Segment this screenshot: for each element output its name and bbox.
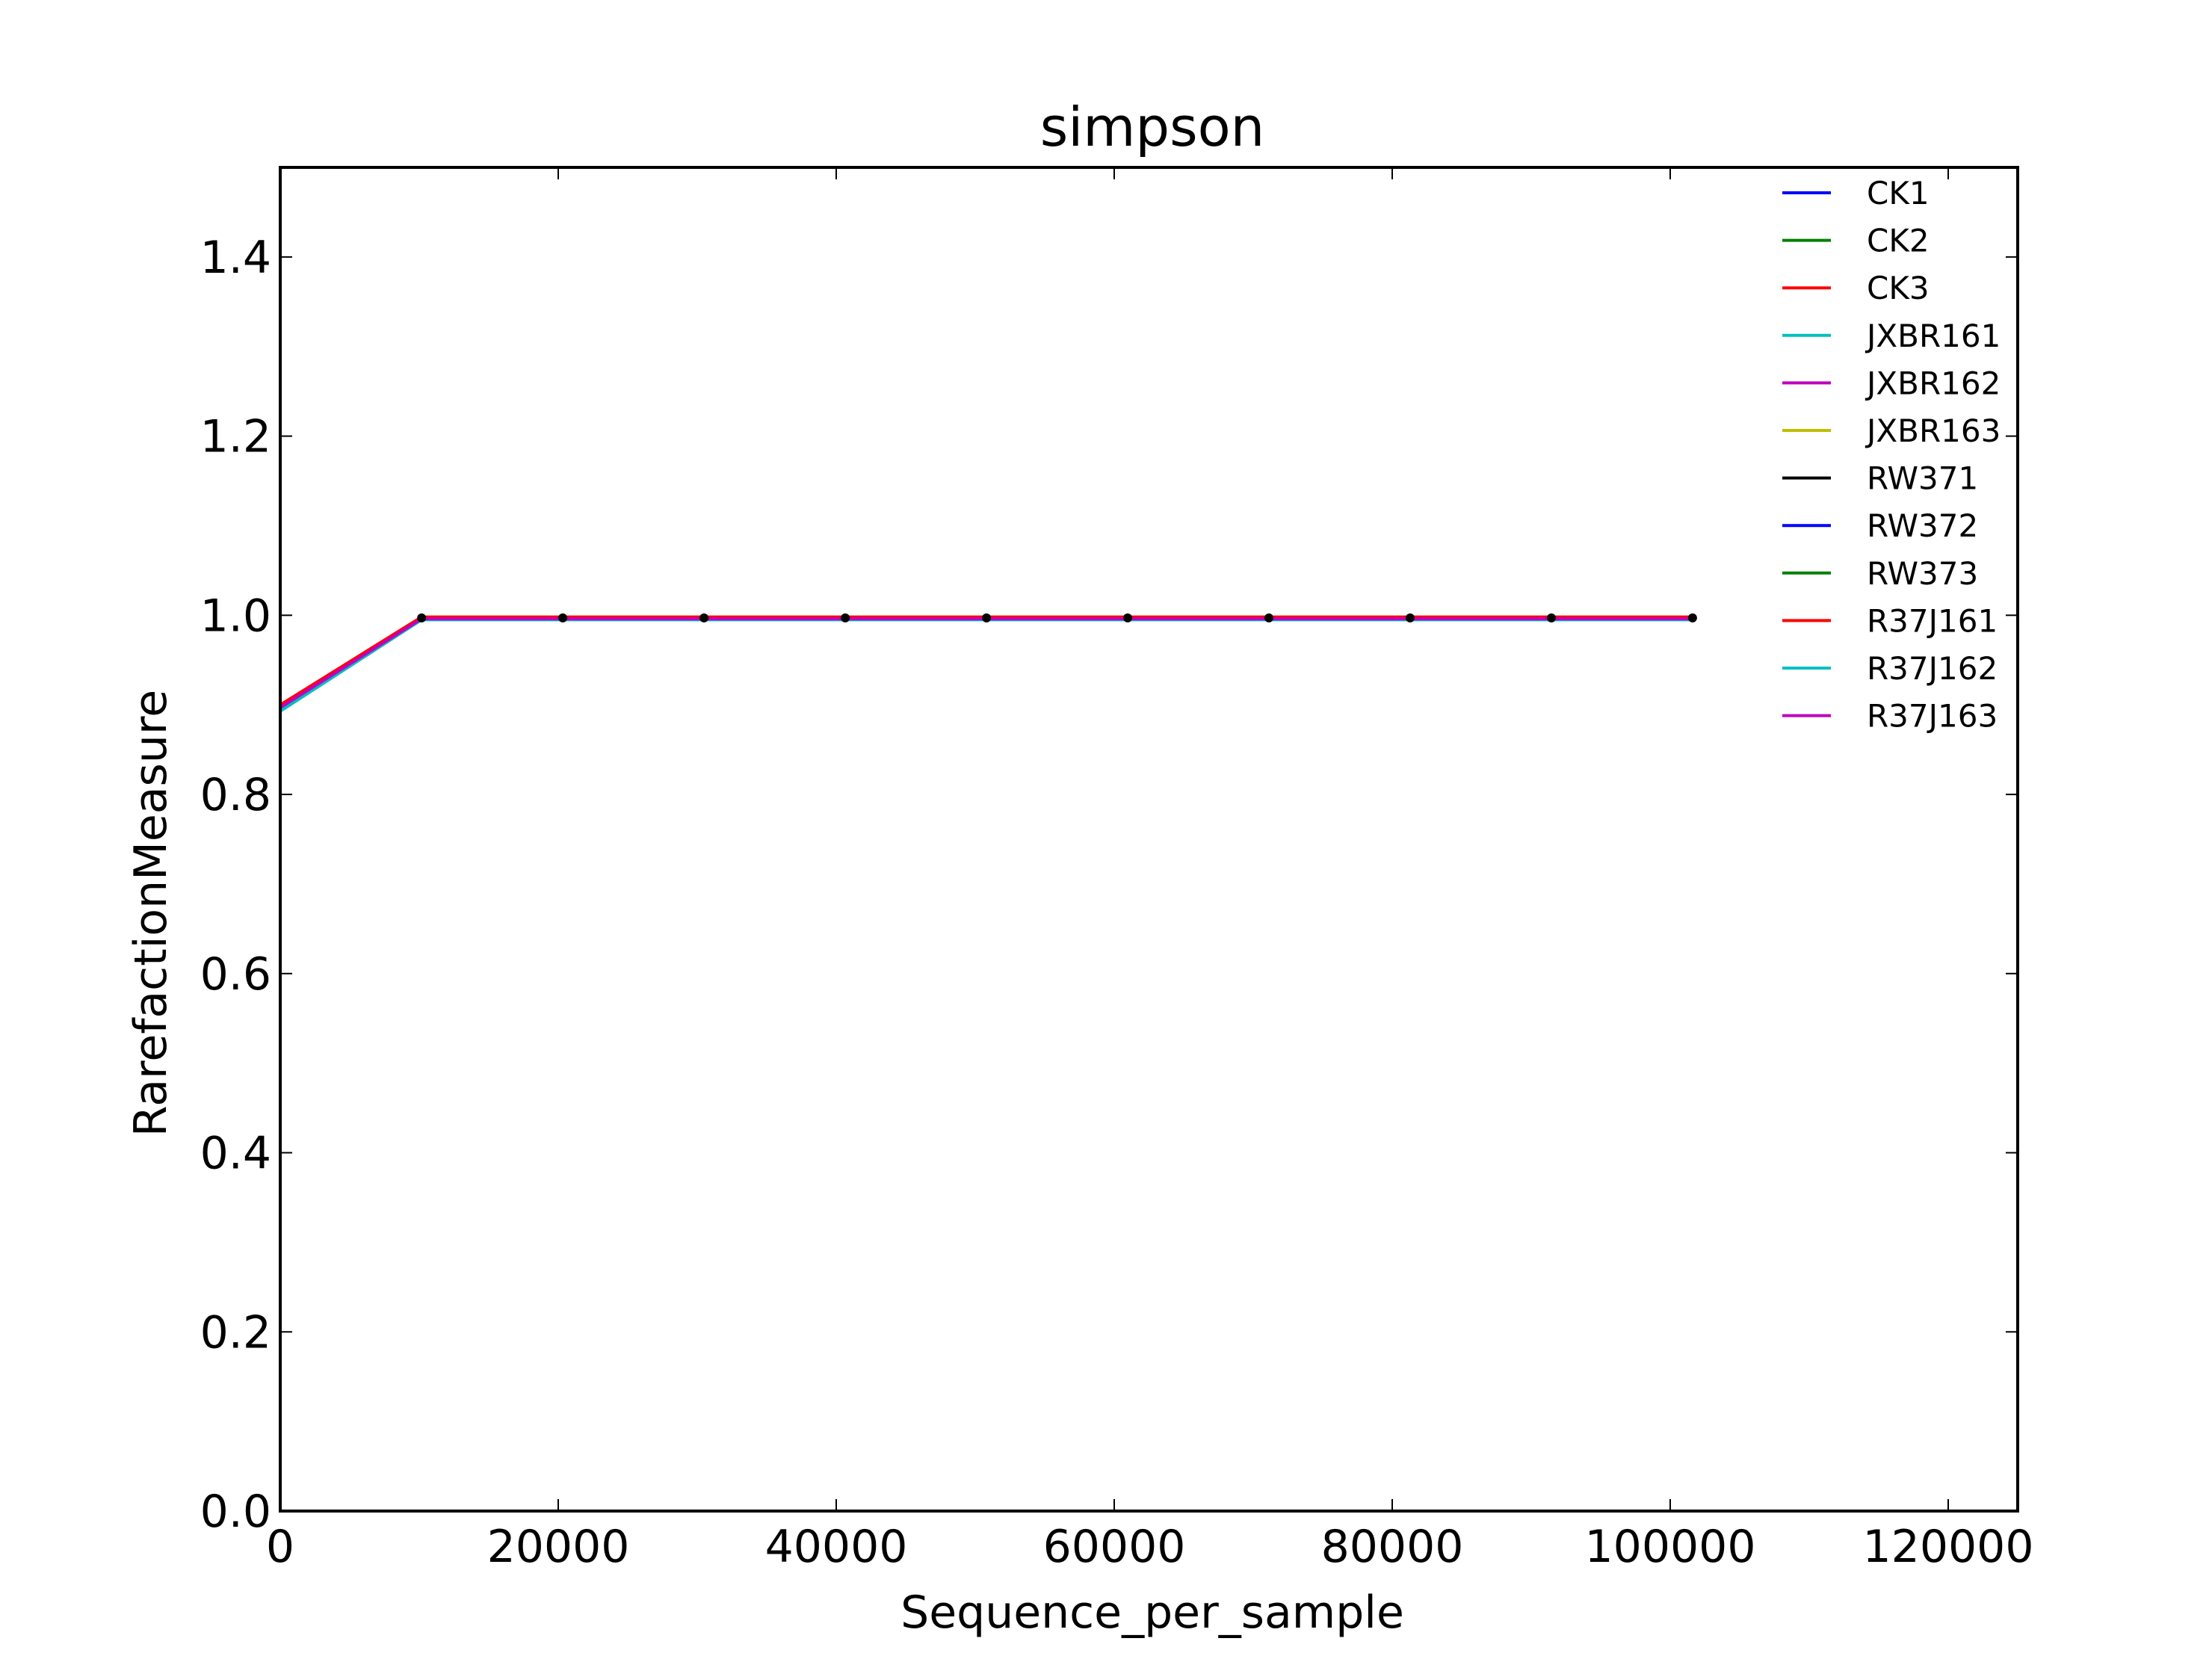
- legend-label: JXBR161: [1865, 318, 2001, 354]
- legend: CK1 CK2 CK3 JXBR161 JXBR162 JXBR163 RW371 RW372…: [1782, 175, 2001, 735]
- legend-item-rw371: RW371: [1782, 460, 1978, 497]
- legend-label: R37J161: [1867, 602, 1998, 639]
- y-tick-label: 1.2: [200, 411, 271, 463]
- legend-item-ck1: CK1: [1782, 175, 1930, 211]
- tick-layer: [279, 167, 2018, 1512]
- x-axis-label: Sequence_per_sample: [900, 1587, 1404, 1639]
- legend-label: CK1: [1867, 175, 1930, 211]
- legend-label: RW373: [1867, 555, 1978, 592]
- legend-label: CK3: [1867, 270, 1930, 306]
- legend-item-jxbr163: JXBR163: [1782, 413, 2001, 449]
- legend-item-ck3: CK3: [1782, 270, 1930, 306]
- legend-item-rw373: RW373: [1782, 555, 1978, 592]
- data-point-marker: [1547, 613, 1556, 622]
- y-tick-label: 0.8: [200, 769, 271, 821]
- data-point-marker: [1687, 613, 1697, 622]
- legend-label: CK2: [1867, 223, 1930, 259]
- legend-item-r37j163: R37J163: [1782, 698, 1998, 735]
- y-tick-label: 1.0: [200, 590, 271, 642]
- x-tick-label: 40000: [765, 1521, 908, 1573]
- y-axis-label: RarefactionMeasure: [125, 690, 177, 1137]
- data-point-marker: [417, 613, 427, 622]
- y-tick-label: 0.0: [200, 1486, 271, 1538]
- legend-label: JXBR162: [1865, 365, 2001, 401]
- data-point-marker: [1406, 613, 1415, 622]
- y-tick-label: 1.4: [200, 232, 271, 284]
- y-tick-label: 0.4: [200, 1128, 271, 1180]
- x-tick-label: 100000: [1584, 1521, 1755, 1573]
- x-tick-label: 80000: [1321, 1521, 1464, 1573]
- legend-label: RW371: [1867, 460, 1978, 497]
- legend-label: R37J163: [1867, 698, 1998, 735]
- x-tick-label: 120000: [1862, 1521, 2033, 1573]
- legend-label: RW372: [1867, 507, 1978, 544]
- data-point-marker: [982, 613, 992, 622]
- x-tick-label: 20000: [487, 1521, 630, 1573]
- data-point-marker: [1264, 613, 1273, 622]
- data-point-marker: [699, 613, 709, 622]
- y-tick-label: 0.6: [200, 948, 271, 1001]
- x-tick-labels: 0 20000 40000 60000 80000 100000 120000: [266, 1521, 2034, 1573]
- legend-label: R37J162: [1867, 650, 1998, 687]
- chart-title: simpson: [1040, 96, 1265, 158]
- plot-background: [280, 167, 2018, 1511]
- legend-item-jxbr162: JXBR162: [1782, 365, 2001, 401]
- legend-item-rw372: RW372: [1782, 507, 1978, 544]
- legend-item-jxbr161: JXBR161: [1782, 318, 2001, 354]
- plot-frame: [279, 166, 2019, 1513]
- x-tick-label: 0: [266, 1521, 294, 1573]
- y-tick-labels: 0.0 0.2 0.4 0.6 0.8 1.0 1.2 1.4: [200, 232, 271, 1538]
- data-point-marker: [841, 613, 850, 622]
- data-point-marker: [558, 613, 568, 622]
- data-point-marker: [1123, 613, 1132, 622]
- legend-item-r37j162: R37J162: [1782, 650, 1998, 687]
- plot-area: [279, 166, 2019, 1513]
- legend-item-ck2: CK2: [1782, 223, 1930, 259]
- legend-item-r37j161: R37J161: [1782, 602, 1998, 639]
- x-tick-label: 60000: [1043, 1521, 1186, 1573]
- y-tick-label: 0.2: [200, 1306, 271, 1359]
- marker-layer: [417, 613, 1697, 622]
- legend-label: JXBR163: [1865, 413, 2001, 449]
